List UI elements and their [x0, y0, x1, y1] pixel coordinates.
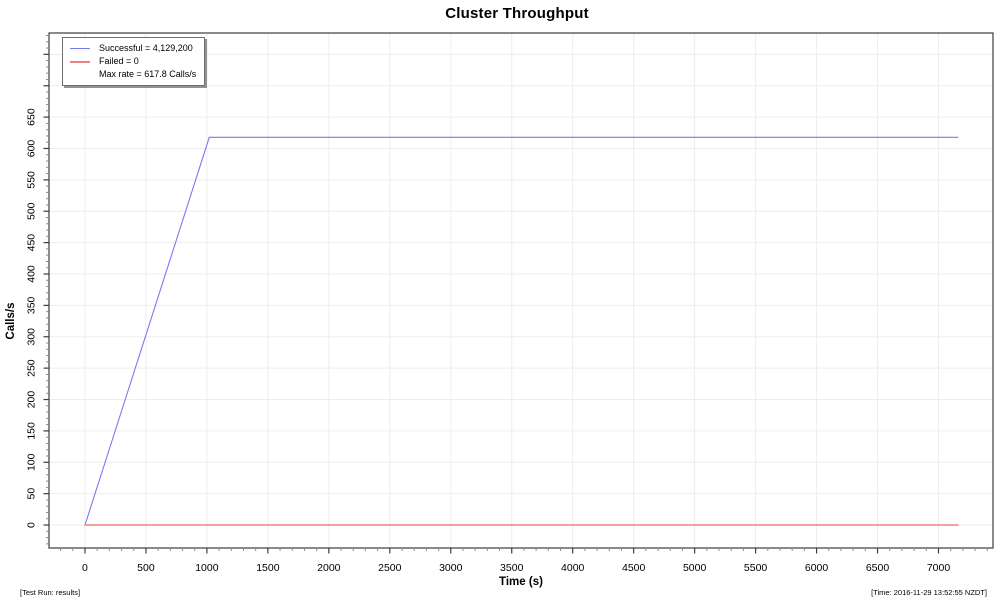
legend-line-sample-failed	[70, 60, 90, 63]
series-successful-line	[84, 136, 959, 526]
x-axis-title: Time (s)	[499, 576, 543, 588]
x-tick-label: 5000	[683, 562, 707, 574]
x-tick-label: 1000	[195, 562, 219, 574]
x-tick-label: 6500	[866, 562, 890, 574]
x-tick-label: 3000	[439, 562, 463, 574]
x-tick-label: 3500	[500, 562, 524, 574]
legend-line-sample-successful	[70, 48, 90, 49]
footer-test-run: [Test Run: results]	[20, 588, 81, 597]
x-tick-label: 6000	[805, 562, 829, 574]
plot-border	[48, 32, 994, 549]
y-tick-label: 100	[26, 453, 38, 471]
legend-item-failed: Failed = 0	[70, 55, 196, 68]
x-axis: 0 500 1000 1500 2000 2500 3000 3500 4000 4500 5000…	[60, 548, 988, 574]
legend-item-successful: Successful = 4,129,200	[70, 42, 196, 55]
legend-item-max-rate: Max rate = 617.8 Calls/s	[70, 68, 196, 81]
y-tick-label: 650	[26, 108, 38, 126]
y-tick-label: 500	[26, 202, 38, 220]
y-tick-label: 300	[26, 328, 38, 346]
x-tick-label: 2500	[378, 562, 402, 574]
y-tick-label: 250	[26, 359, 38, 377]
y-tick-label: 350	[26, 296, 38, 314]
x-tick-label: 500	[137, 562, 155, 574]
gridlines	[49, 33, 993, 548]
x-tick-label: 4000	[561, 562, 585, 574]
legend-label-successful: Successful = 4,129,200	[99, 43, 193, 53]
footer-timestamp: [Time: 2016-11-29 13:52:55 NZDT]	[871, 588, 987, 597]
y-tick-label: 150	[26, 422, 38, 440]
y-axis-title: Calls/s	[5, 303, 17, 340]
x-tick-label: 7000	[927, 562, 951, 574]
y-tick-label: 50	[26, 488, 38, 500]
x-tick-label: 2000	[317, 562, 341, 574]
legend-label-failed: Failed = 0	[99, 56, 139, 66]
y-tick-label: 450	[26, 234, 38, 252]
chart-title: Cluster Throughput	[445, 5, 589, 22]
y-tick-label: 600	[26, 140, 38, 158]
legend: Successful = 4,129,200 Failed = 0 Max ra…	[62, 37, 206, 86]
y-tick-label: 0	[26, 522, 38, 528]
x-tick-label: 5500	[744, 562, 768, 574]
y-axis: 0 50 100 150 200 250 300 350 400 450 500 550 600 650	[26, 35, 49, 545]
y-tick-label: 200	[26, 391, 38, 409]
y-tick-label: 400	[26, 265, 38, 283]
x-tick-label: 0	[82, 562, 88, 574]
legend-label-max-rate: Max rate = 617.8 Calls/s	[99, 69, 197, 79]
x-tick-label: 4500	[622, 562, 646, 574]
y-tick-label: 550	[26, 171, 38, 189]
x-tick-label: 1500	[256, 562, 280, 574]
